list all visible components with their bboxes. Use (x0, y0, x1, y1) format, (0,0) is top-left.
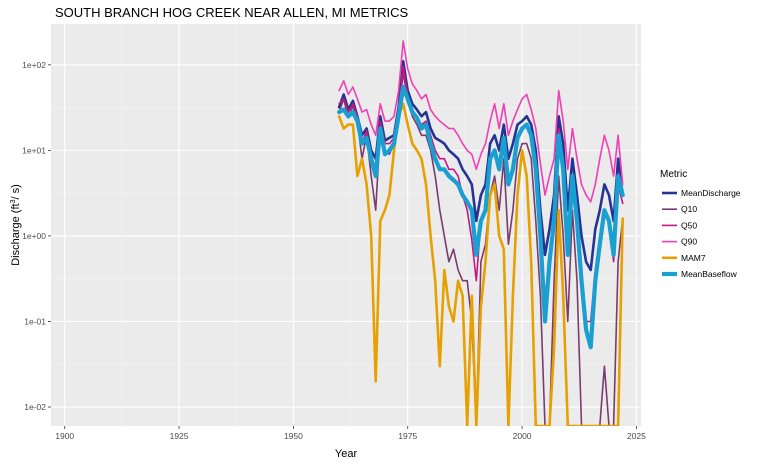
x-tick-label: 2025 (627, 431, 646, 441)
x-tick-label: 1975 (398, 431, 417, 441)
series-line-meanbaseflow (337, 84, 625, 350)
y-tick-label: 1e+01 (22, 145, 46, 155)
series-line-mam7 (337, 102, 625, 426)
x-tick-label: 1950 (284, 431, 303, 441)
y-axis-title-sup: 3 (10, 199, 17, 203)
series-line-q90 (338, 40, 624, 203)
legend-label-q90: Q90 (681, 237, 697, 247)
legend: Metric MeanDischarge Q10 Q50 Q90 MAM7 MeanBas… (660, 169, 741, 279)
legend-label-mam7: MAM7 (681, 253, 706, 263)
y-axis-title-tail: / s) (10, 184, 22, 199)
x-tick-label: 2000 (513, 431, 532, 441)
legend-label-q50: Q50 (681, 220, 697, 230)
legend-label-meandischarge: MeanDischarge (681, 188, 741, 198)
legend-label-meanbaseflow: MeanBaseflow (681, 269, 738, 279)
y-axis: 1e-02 1e-01 1e+00 1e+01 1e+02 (22, 60, 51, 412)
x-axis-title: Year (335, 448, 358, 460)
series-line-meandischarge (337, 59, 625, 272)
x-tick-label: 1925 (170, 431, 189, 441)
legend-label-q10: Q10 (681, 204, 697, 214)
chart-title: SOUTH BRANCH HOG CREEK NEAR ALLEN, MI ME… (55, 5, 409, 20)
y-axis-title-main: Discharge (ft (10, 203, 22, 265)
y-tick-label: 1e-02 (24, 402, 46, 412)
x-axis: 1900 1925 1950 1975 2000 2025 (55, 426, 646, 441)
y-tick-label: 1e+00 (22, 231, 46, 241)
y-axis-title: Discharge (ft3/ s) (10, 184, 22, 266)
y-tick-label: 1e+02 (22, 60, 46, 70)
legend-title: Metric (660, 169, 687, 180)
series-lines (337, 40, 625, 426)
y-tick-label: 1e-01 (24, 316, 46, 326)
x-tick-label: 1900 (55, 431, 74, 441)
